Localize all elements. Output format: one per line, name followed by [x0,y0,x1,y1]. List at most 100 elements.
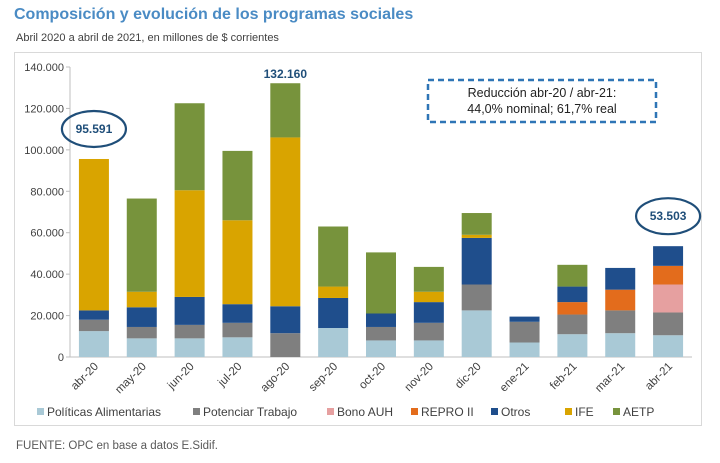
callout-ellipse [60,109,128,149]
legend-label: AETP [623,405,654,419]
bar-segment-ife [126,291,157,308]
bar-segment-potenciar-trabajo [270,333,301,357]
bar-segment-repro-ii [605,289,636,311]
legend-swatch [193,408,200,415]
bar-segment-ife [461,234,492,238]
bar-segment-potenciar-trabajo [653,312,684,336]
bar-segment-otros [461,237,492,285]
reduction-line-1: Reducción abr-20 / abr-21: [468,86,617,100]
callout-label: 53.503 [650,209,687,223]
bar-segment-bono-auh [653,284,684,313]
bar-segment-otros [318,297,349,328]
bar-segment-otros [413,302,444,323]
bar-segment-otros [509,316,540,322]
bar-segment-aetp [174,103,205,191]
bar-segment-otros [78,310,109,320]
bar-segment-ife [413,291,444,303]
y-tick-label: 120.000 [24,103,64,115]
legend-label: REPRO II [421,405,474,419]
bar-segment-otros [126,307,157,327]
bar-segment-políticas-alimentarias [318,328,349,357]
bar-segment-ife [222,220,253,305]
y-tick-label: 20.000 [30,311,64,323]
bar-segment-aetp [222,150,253,221]
x-tick-label: may-20 [113,361,149,397]
x-tick-label: jul-20 [215,361,244,390]
source-note: FUENTE: OPC en base a datos E.Sidif. [16,440,218,452]
x-tick-label: jun-20 [165,361,197,393]
bar-segment-potenciar-trabajo [461,284,492,311]
bar-segment-ife [78,158,109,311]
bar-segment-potenciar-trabajo [366,326,396,341]
bar-segment-potenciar-trabajo [509,321,540,343]
legend-label: Bono AUH [337,405,393,419]
bar-segment-otros [557,286,588,303]
legend-label: Otros [501,405,530,419]
reduction-line-2: 44,0% nominal; 61,7% real [467,102,616,116]
bar-segment-potenciar-trabajo [174,324,205,339]
bar-segment-políticas-alimentarias [413,340,444,357]
y-tick-label: 80.000 [30,186,64,198]
legend-swatch [411,408,418,415]
y-tick-label: 100.000 [24,145,64,157]
bar-segment-otros [222,304,253,323]
chart-title: Composición y evolución de los programas… [14,6,414,23]
x-tick-label: ago-20 [259,361,293,395]
bar-segment-potenciar-trabajo [605,310,636,334]
bar-segment-repro-ii [557,302,588,315]
y-tick-label: 60.000 [30,228,64,240]
x-tick-label: abr-20 [69,361,101,393]
total-label: 132.160 [264,67,308,81]
bar-segment-políticas-alimentarias [126,338,157,357]
bar-segment-potenciar-trabajo [222,322,253,338]
legend-label: IFE [575,405,594,419]
bar-segment-aetp [270,83,301,138]
x-tick-label: nov-20 [403,361,436,394]
bar-segment-políticas-alimentarias [653,335,684,357]
legend-swatch [613,408,620,415]
legend-swatch [37,408,44,415]
x-tick-label: dic-20 [453,361,484,392]
bar-segment-ife [318,286,349,298]
bar-segment-potenciar-trabajo [413,322,444,341]
bar-segment-políticas-alimentarias [174,338,205,357]
bar-segment-aetp [126,198,157,292]
bar-segment-ife [174,190,205,297]
legend-swatch [565,408,572,415]
bar-segment-aetp [413,266,444,292]
reduction-box [426,78,658,124]
annotations: 95.591 132.160 53.503 [60,67,702,236]
x-tick-label: mar-21 [593,361,627,395]
x-tick-label: abr-21 [643,361,675,393]
bar-segment-aetp [557,264,588,287]
y-tick-label: 0 [58,352,64,364]
chart-frame [14,52,702,426]
bar-segment-políticas-alimentarias [605,333,636,357]
legend-label: Políticas Alimentarias [47,405,161,419]
chart-subtitle: Abril 2020 a abril de 2021, en millones … [16,32,279,44]
bar-segment-potenciar-trabajo [78,319,109,332]
bar-segment-políticas-alimentarias [222,337,253,357]
x-tick-label: feb-21 [548,361,580,393]
legend-swatch [491,408,498,415]
bar-segment-potenciar-trabajo [126,326,157,339]
legend-swatch [327,408,334,415]
bar-segment-otros [174,296,205,325]
bar-segment-aetp [366,252,396,314]
x-tick-label: ene-21 [498,361,532,395]
bar-segment-políticas-alimentarias [366,340,396,357]
x-tick-label: oct-20 [357,361,388,392]
bar-segment-aetp [318,226,349,287]
callout-ellipse [634,197,702,236]
bar-segment-políticas-alimentarias [509,342,540,357]
bar-segment-políticas-alimentarias [78,331,109,357]
x-tick-label: sep-20 [307,361,340,394]
y-tick-label: 140.000 [24,62,64,74]
bar-segment-ife [270,137,301,307]
bar-segment-políticas-alimentarias [461,310,492,357]
bar-segment-aetp [461,213,492,235]
bars [78,83,684,357]
bar-segment-otros [605,267,636,290]
legend-label: Potenciar Trabajo [203,405,297,419]
